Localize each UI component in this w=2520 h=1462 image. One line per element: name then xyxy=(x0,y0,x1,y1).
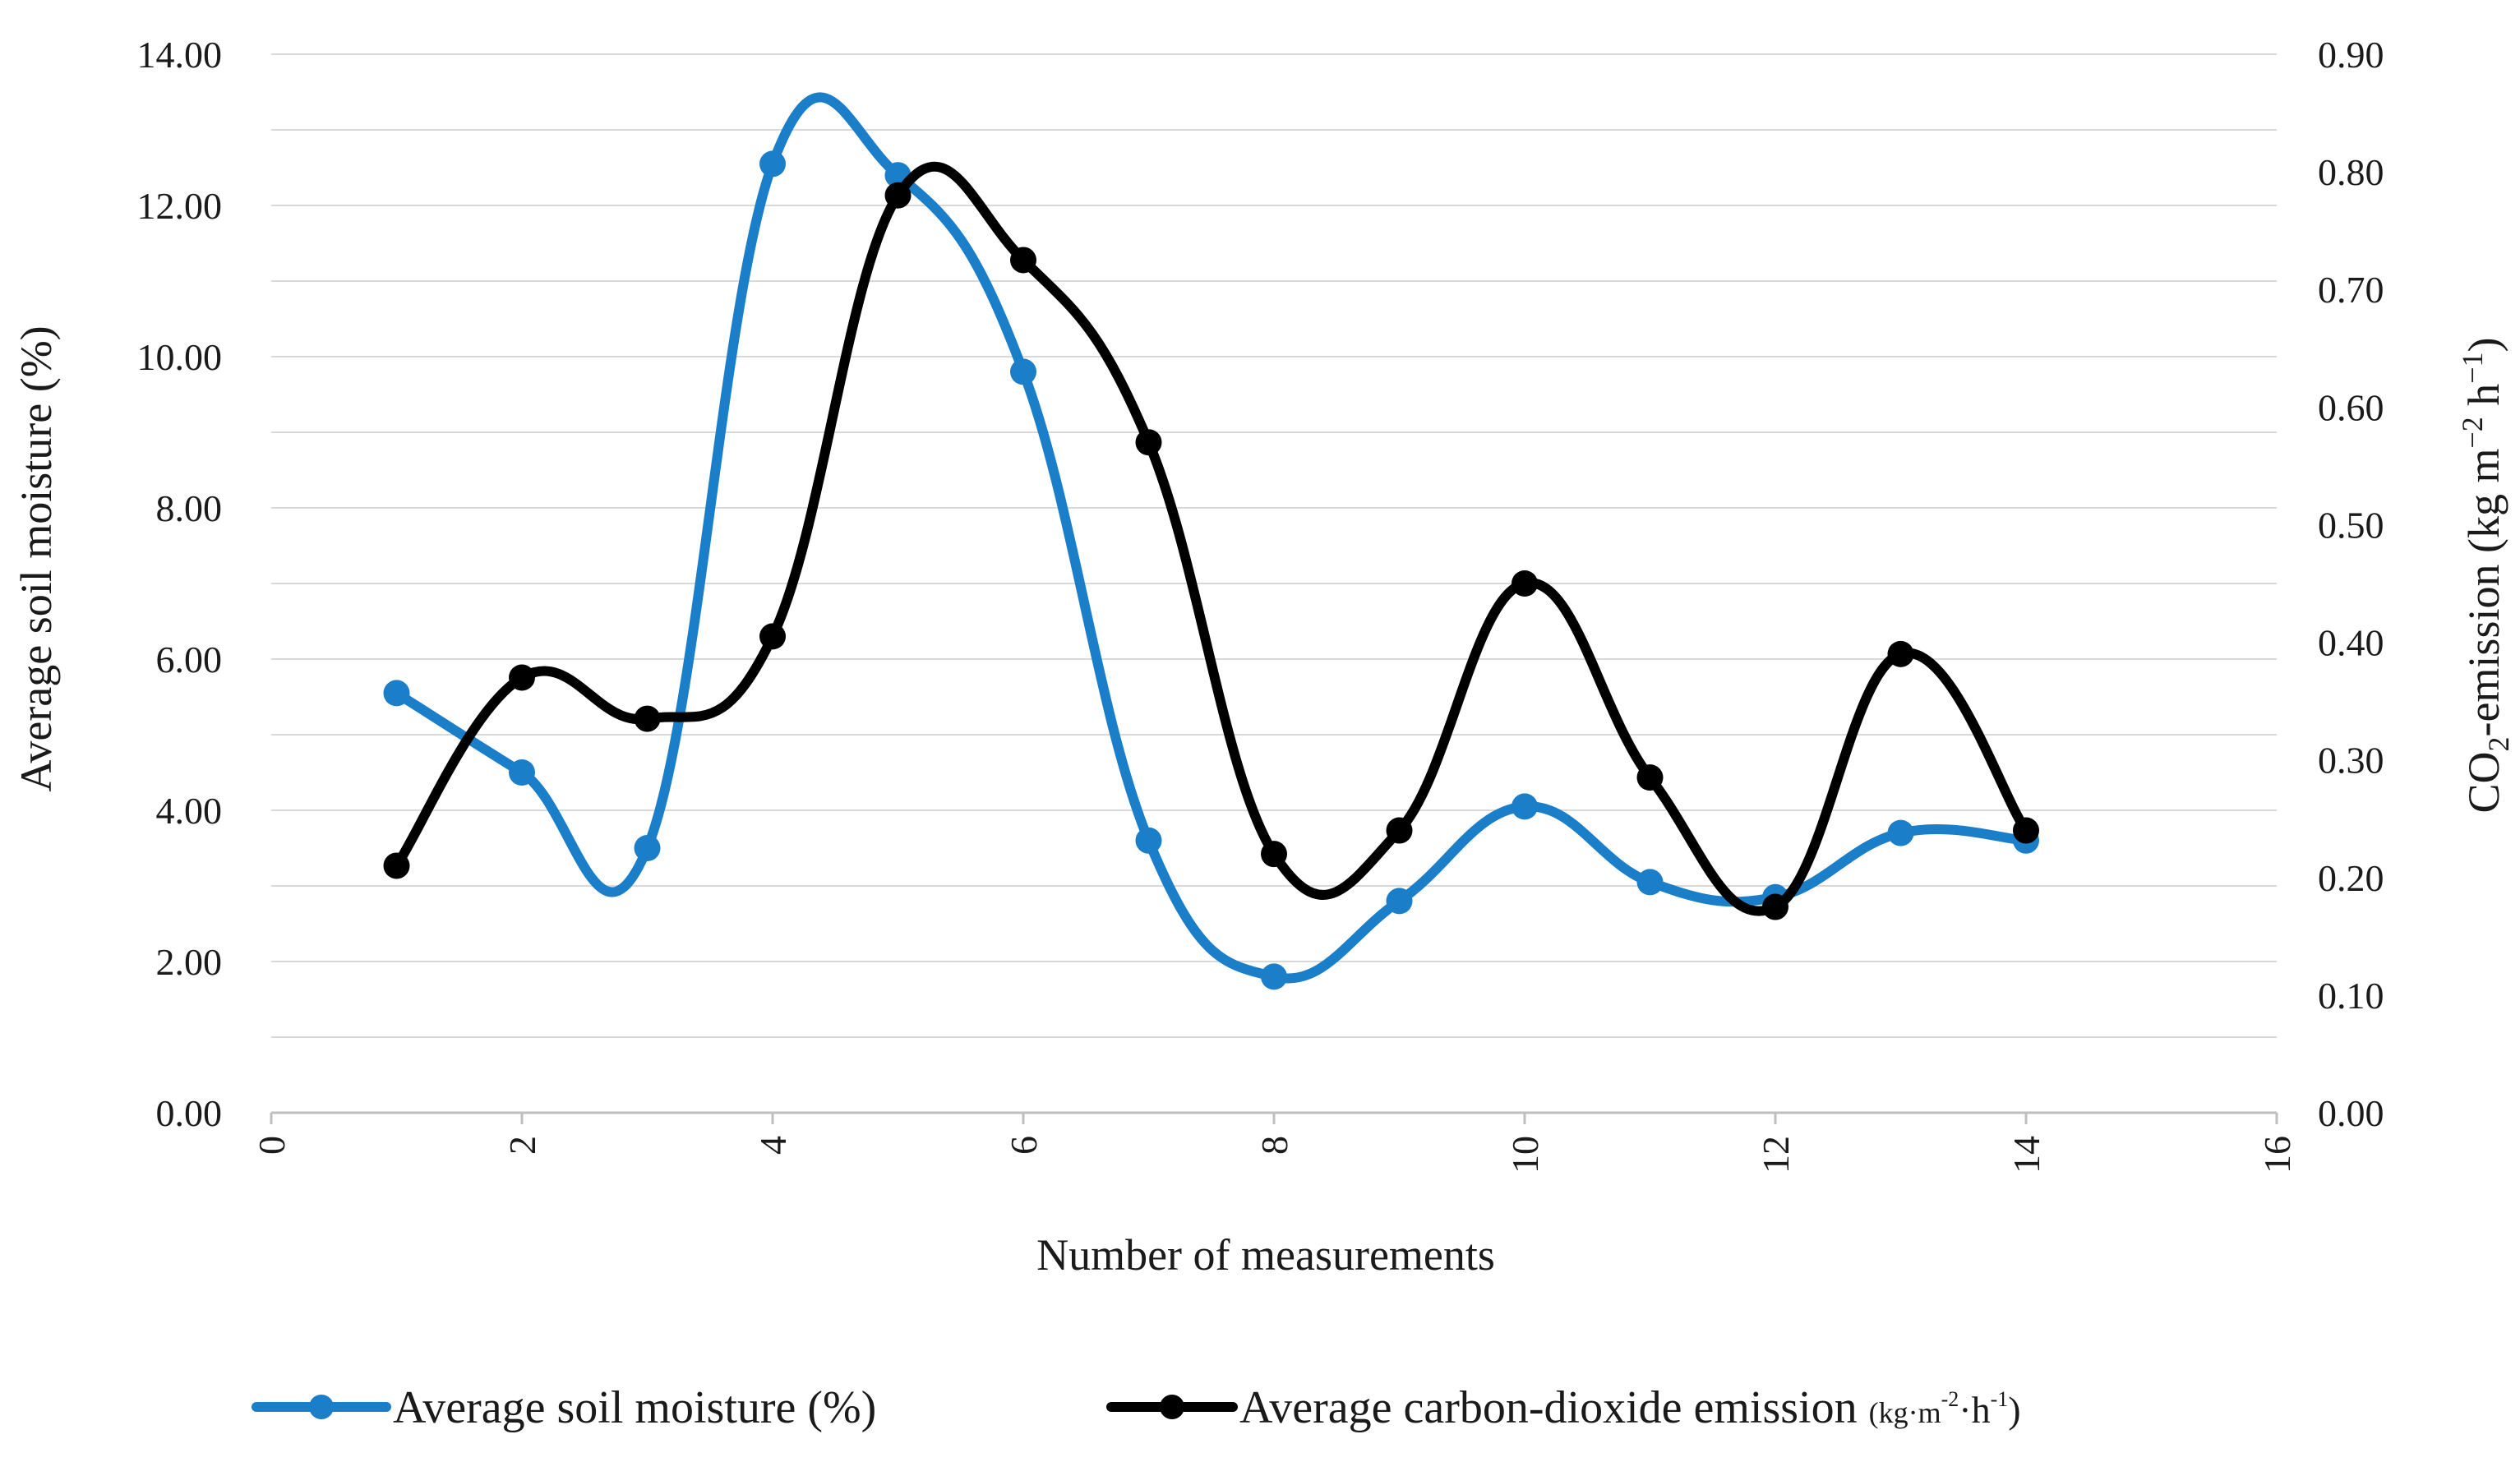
data-point xyxy=(1135,827,1162,854)
y-left-tick-label: 12.00 xyxy=(137,185,223,227)
y-left-tick-label: 8.00 xyxy=(156,487,223,529)
y-right-tick-label: 0.90 xyxy=(2318,34,2384,76)
y-left-tick-label: 4.00 xyxy=(156,790,223,832)
x-tick-label: 6 xyxy=(1003,1136,1045,1155)
x-tick-label: 12 xyxy=(1755,1136,1797,1174)
data-point xyxy=(634,835,661,861)
legend-co2-unit-sup: -2 xyxy=(1941,1387,1959,1411)
y-left-tick-label: 14.00 xyxy=(137,34,223,76)
y-right-title-part: CO xyxy=(2459,752,2508,814)
data-point xyxy=(1010,358,1036,385)
x-tick-label: 10 xyxy=(1504,1136,1546,1174)
legend-item-co2-emission: Average carbon-dioxide emission (kg·m-2·… xyxy=(1106,1382,2021,1433)
legend-co2-unit-sup: -1 xyxy=(1991,1387,2009,1411)
legend-label-soil-moisture: Average soil moisture (%) xyxy=(393,1382,876,1433)
legend-co2-unit: ) xyxy=(2008,1389,2020,1431)
y-right-title-sub: 2 xyxy=(2482,737,2515,752)
axes: 0 2 4 6 8 10 12 14 16 0.00 2.00 4.00 6.00 8.00 10.00 12… xyxy=(137,34,2384,1174)
data-point xyxy=(2013,817,2039,844)
legend-co2-unit: ·h xyxy=(1959,1389,1990,1431)
data-point xyxy=(1386,817,1413,844)
y-right-title-sup: −2 xyxy=(2456,417,2489,448)
x-tick-label: 8 xyxy=(1253,1136,1295,1155)
gridlines xyxy=(271,53,2277,1038)
x-tick-label: 0 xyxy=(251,1136,293,1155)
y-left-tick-label: 10.00 xyxy=(137,336,223,378)
legend: Average soil moisture (%) Average carbon… xyxy=(252,1382,2021,1433)
data-point xyxy=(1261,841,1287,868)
y-right-title-part: -emission (kg m xyxy=(2459,449,2508,737)
data-point xyxy=(759,623,786,650)
data-point xyxy=(383,680,410,707)
data-point xyxy=(509,759,535,786)
data-point xyxy=(383,852,410,879)
legend-label-co2-emission: Average carbon-dioxide emission (kg·m-2·… xyxy=(1239,1382,2021,1433)
y-right-tick-label: 0.50 xyxy=(2318,504,2384,546)
series-line xyxy=(391,161,2031,916)
y-right-title-part: h xyxy=(2459,384,2508,417)
legend-swatch-marker xyxy=(1160,1395,1184,1419)
y-right-tick-label: 0.40 xyxy=(2318,622,2384,664)
legend-swatch-marker xyxy=(309,1395,334,1419)
data-point xyxy=(884,182,912,209)
series-soil-moisture xyxy=(383,92,2039,990)
legend-co2-unit: (kg·m xyxy=(1869,1396,1941,1429)
x-tick-label: 16 xyxy=(2256,1136,2298,1174)
data-point xyxy=(1261,963,1287,990)
data-point xyxy=(634,705,661,732)
data-point xyxy=(1887,819,1914,846)
data-point xyxy=(1762,893,1788,920)
data-point xyxy=(1010,247,1036,274)
y-left-tick-label: 0.00 xyxy=(156,1092,223,1134)
y-left-axis-title: Average soil moisture (%) xyxy=(12,325,61,791)
series-co2-emission xyxy=(383,161,2039,920)
data-point xyxy=(1512,793,1538,820)
data-point xyxy=(1386,888,1413,915)
y-right-title-sup: −1 xyxy=(2456,352,2489,383)
x-tick-label: 4 xyxy=(752,1136,794,1155)
data-point xyxy=(1636,869,1664,896)
y-left-tick-label: 2.00 xyxy=(156,941,223,983)
data-point xyxy=(509,664,535,691)
data-point xyxy=(1512,570,1538,597)
data-point xyxy=(1636,764,1664,791)
legend-item-soil-moisture: Average soil moisture (%) xyxy=(252,1382,876,1433)
x-axis-title: Number of measurements xyxy=(1036,1230,1495,1280)
y-right-tick-label: 0.70 xyxy=(2318,269,2384,311)
series-line xyxy=(391,92,2031,984)
y-left-tick-label: 6.00 xyxy=(156,639,223,680)
data-point xyxy=(1135,429,1162,456)
series-layer xyxy=(383,92,2039,990)
legend-co2-name: Average carbon-dioxide emission xyxy=(1239,1382,1858,1433)
y-right-tick-label: 0.00 xyxy=(2318,1092,2384,1134)
data-point xyxy=(1887,640,1914,667)
x-tick-label: 2 xyxy=(501,1136,543,1155)
y-right-tick-label: 0.80 xyxy=(2318,151,2384,193)
x-tick-label: 14 xyxy=(2005,1136,2047,1174)
y-right-tick-label: 0.10 xyxy=(2318,975,2384,1017)
y-right-title-part: ) xyxy=(2459,337,2508,352)
y-right-tick-label: 0.60 xyxy=(2318,386,2384,428)
data-point xyxy=(759,150,786,178)
y-right-axis-title: CO2-emission (kg m−2 h−1) xyxy=(2456,337,2515,813)
y-right-tick-label: 0.30 xyxy=(2318,740,2384,782)
y-right-tick-label: 0.20 xyxy=(2318,857,2384,899)
